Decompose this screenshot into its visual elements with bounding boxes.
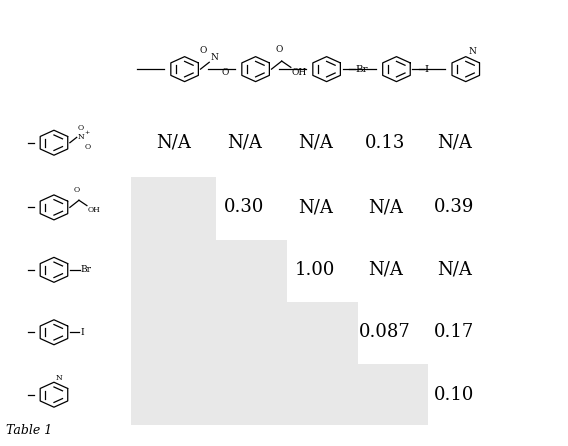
Text: 0.087: 0.087	[359, 323, 411, 341]
Text: 0.10: 0.10	[434, 386, 475, 404]
Text: O: O	[200, 46, 207, 55]
Text: 0.39: 0.39	[434, 198, 475, 216]
Text: N: N	[210, 53, 218, 62]
Text: Table 1: Table 1	[6, 424, 52, 437]
Text: O: O	[74, 186, 80, 194]
Text: OH: OH	[292, 68, 307, 77]
Text: 0.30: 0.30	[224, 198, 265, 216]
Text: N/A: N/A	[437, 261, 472, 279]
Text: N/A: N/A	[437, 134, 472, 152]
Text: N/A: N/A	[367, 198, 403, 216]
Text: I: I	[425, 65, 429, 74]
Text: N/A: N/A	[298, 134, 333, 152]
Text: N: N	[468, 47, 476, 56]
Polygon shape	[131, 177, 428, 425]
Text: OH: OH	[88, 206, 101, 215]
Text: Br: Br	[81, 265, 91, 274]
Text: N/A: N/A	[227, 134, 262, 152]
Text: 0.17: 0.17	[435, 323, 474, 341]
Text: N/A: N/A	[367, 261, 403, 279]
Text: 1.00: 1.00	[295, 261, 336, 279]
Text: O: O	[85, 143, 91, 151]
Text: N/A: N/A	[156, 134, 191, 152]
Text: N: N	[77, 133, 84, 141]
Text: N/A: N/A	[298, 198, 333, 216]
Text: O: O	[77, 124, 83, 132]
Text: O: O	[276, 45, 283, 54]
Text: N: N	[56, 374, 62, 382]
Text: O: O	[222, 68, 229, 77]
Text: I: I	[80, 328, 83, 337]
Text: +: +	[84, 130, 89, 136]
Text: 0.13: 0.13	[365, 134, 406, 152]
Text: Br: Br	[356, 65, 368, 74]
